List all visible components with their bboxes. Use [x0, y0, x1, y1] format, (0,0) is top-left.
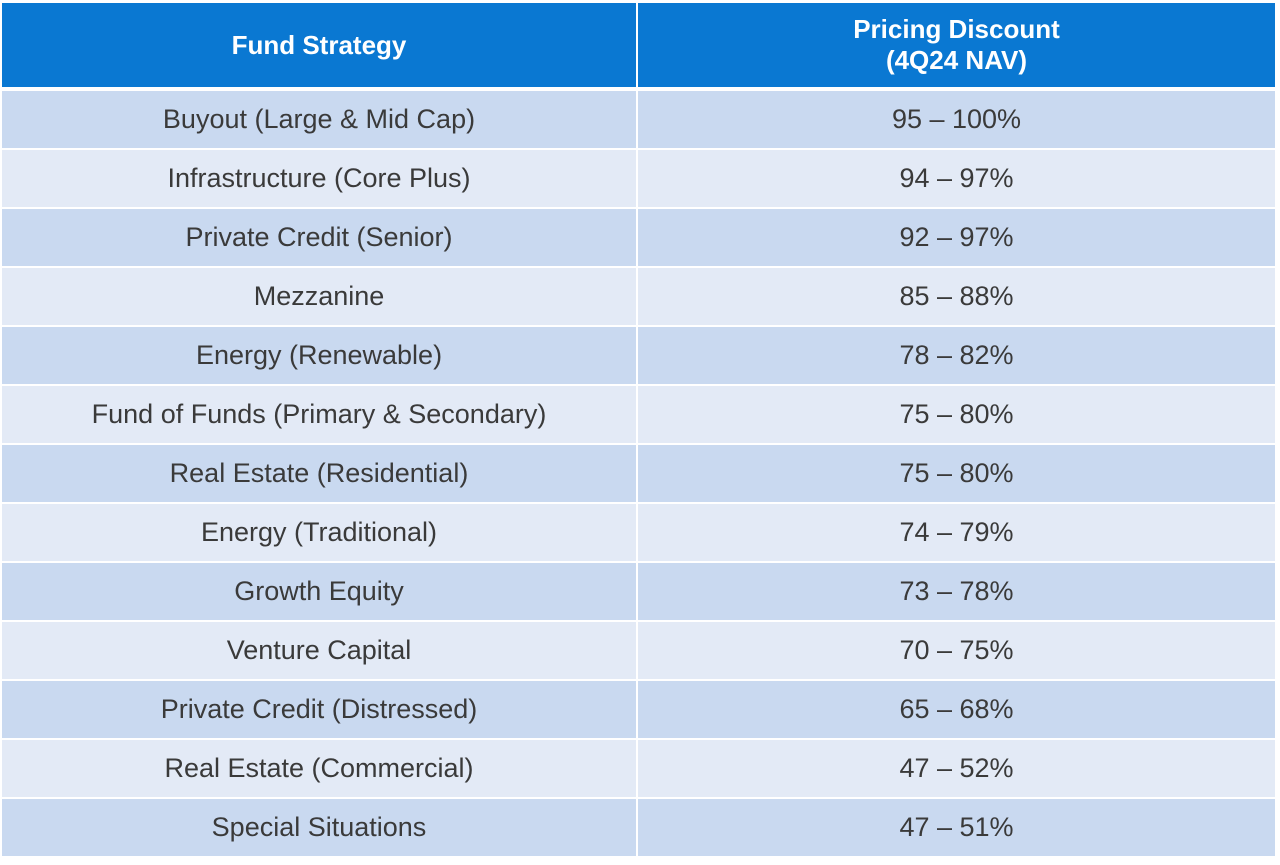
- table-row: Private Credit (Senior) 92 – 97%: [2, 208, 1275, 268]
- cell-pricing-discount: 70 – 75%: [637, 621, 1275, 681]
- cell-fund-strategy: Growth Equity: [2, 562, 638, 622]
- cell-fund-strategy: Venture Capital: [2, 621, 638, 681]
- table-row: Private Credit (Distressed) 65 – 68%: [2, 680, 1275, 740]
- cell-fund-strategy: Energy (Renewable): [2, 326, 638, 386]
- table-header-row: Fund Strategy Pricing Discount (4Q24 NAV…: [2, 3, 1275, 91]
- pricing-discount-table: Fund Strategy Pricing Discount (4Q24 NAV…: [2, 3, 1275, 858]
- cell-fund-strategy: Mezzanine: [2, 267, 638, 327]
- cell-fund-strategy: Energy (Traditional): [2, 503, 638, 563]
- table-row: Growth Equity 73 – 78%: [2, 562, 1275, 622]
- table-row: Infrastructure (Core Plus) 94 – 97%: [2, 149, 1275, 209]
- cell-pricing-discount: 95 – 100%: [637, 89, 1275, 150]
- cell-fund-strategy: Fund of Funds (Primary & Secondary): [2, 385, 638, 445]
- cell-pricing-discount: 75 – 80%: [637, 444, 1275, 504]
- cell-fund-strategy: Special Situations: [2, 798, 638, 858]
- header-pricing-discount-line1: Pricing Discount: [853, 14, 1060, 44]
- cell-pricing-discount: 85 – 88%: [637, 267, 1275, 327]
- cell-fund-strategy: Buyout (Large & Mid Cap): [2, 89, 638, 150]
- cell-pricing-discount: 65 – 68%: [637, 680, 1275, 740]
- cell-fund-strategy: Infrastructure (Core Plus): [2, 149, 638, 209]
- table-row: Energy (Renewable) 78 – 82%: [2, 326, 1275, 386]
- pricing-table-container: Fund Strategy Pricing Discount (4Q24 NAV…: [2, 3, 1275, 858]
- table-row: Buyout (Large & Mid Cap) 95 – 100%: [2, 89, 1275, 150]
- cell-pricing-discount: 75 – 80%: [637, 385, 1275, 445]
- cell-fund-strategy: Real Estate (Residential): [2, 444, 638, 504]
- table-row: Real Estate (Residential) 75 – 80%: [2, 444, 1275, 504]
- cell-pricing-discount: 47 – 52%: [637, 739, 1275, 799]
- cell-fund-strategy: Private Credit (Senior): [2, 208, 638, 268]
- table-row: Energy (Traditional) 74 – 79%: [2, 503, 1275, 563]
- cell-pricing-discount: 73 – 78%: [637, 562, 1275, 622]
- cell-pricing-discount: 74 – 79%: [637, 503, 1275, 563]
- header-pricing-discount: Pricing Discount (4Q24 NAV): [637, 3, 1275, 91]
- cell-pricing-discount: 47 – 51%: [637, 798, 1275, 858]
- header-pricing-discount-line2: (4Q24 NAV): [885, 45, 1028, 75]
- table-row: Fund of Funds (Primary & Secondary) 75 –…: [2, 385, 1275, 445]
- header-fund-strategy: Fund Strategy: [2, 3, 638, 91]
- table-row: Venture Capital 70 – 75%: [2, 621, 1275, 681]
- table-row: Special Situations 47 – 51%: [2, 798, 1275, 858]
- cell-pricing-discount: 92 – 97%: [637, 208, 1275, 268]
- cell-pricing-discount: 78 – 82%: [637, 326, 1275, 386]
- cell-fund-strategy: Real Estate (Commercial): [2, 739, 638, 799]
- cell-pricing-discount: 94 – 97%: [637, 149, 1275, 209]
- table-row: Real Estate (Commercial) 47 – 52%: [2, 739, 1275, 799]
- cell-fund-strategy: Private Credit (Distressed): [2, 680, 638, 740]
- table-row: Mezzanine 85 – 88%: [2, 267, 1275, 327]
